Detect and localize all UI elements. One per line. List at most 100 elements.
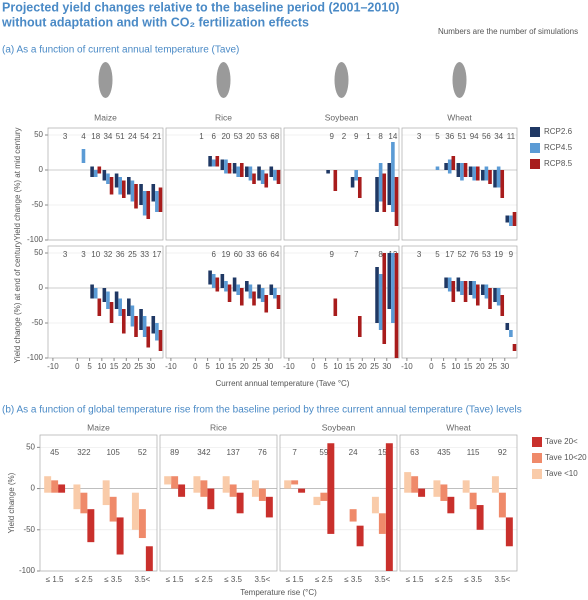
x-tick-label: -10 <box>47 362 59 371</box>
box <box>493 170 497 188</box>
legend-label: Tave 10<20 <box>545 453 587 462</box>
panel-frame <box>165 127 282 241</box>
x-tick-label: 25 <box>370 362 379 371</box>
count-label: 5 <box>435 132 440 141</box>
box <box>456 277 461 292</box>
count-label: 24 <box>128 132 137 141</box>
box <box>236 166 240 177</box>
x-tick-label: 15 <box>110 362 119 371</box>
box <box>460 281 464 295</box>
x-tick-label: ≤ 1.5 <box>166 575 184 584</box>
y-axis-label: Yield change (%) at mid century <box>13 127 22 240</box>
y-tick-label: -100 <box>27 235 44 244</box>
crop-name: Soybean <box>325 112 359 122</box>
panel-frame <box>47 245 164 359</box>
box <box>444 163 448 170</box>
box <box>121 309 126 334</box>
x-tick-label: ≤ 1.5 <box>406 575 424 584</box>
x-tick-label: ≤ 2.5 <box>435 575 453 584</box>
count-label: 3 <box>63 132 68 141</box>
box <box>134 184 138 209</box>
x-tick-label: 3.5< <box>134 575 150 584</box>
x-tick-label: ≤ 2.5 <box>195 575 213 584</box>
x-tick-label: 0 <box>311 362 316 371</box>
box <box>211 159 216 167</box>
box <box>371 496 379 514</box>
count-label: 6 <box>211 132 216 141</box>
y-tick-label: -50 <box>23 525 35 534</box>
legend-swatch <box>532 469 542 479</box>
count-label: 92 <box>498 448 507 457</box>
count-label: 52 <box>138 448 147 457</box>
count-label: 76 <box>470 250 479 259</box>
box <box>320 492 328 501</box>
box <box>102 288 107 302</box>
box <box>488 288 492 309</box>
count-label: 14 <box>388 132 397 141</box>
y-tick-label: -50 <box>31 318 43 327</box>
box <box>220 274 225 288</box>
count-label: 7 <box>354 250 359 259</box>
box <box>375 177 379 212</box>
box <box>356 525 364 547</box>
box <box>151 316 156 334</box>
box <box>118 298 122 316</box>
box <box>248 284 253 299</box>
box <box>73 484 81 510</box>
box <box>252 291 256 306</box>
box <box>81 149 86 163</box>
count-label: 66 <box>258 250 267 259</box>
x-tick-label: 25 <box>134 362 143 371</box>
box <box>158 187 163 212</box>
count-label: 18 <box>91 132 100 141</box>
count-label: 9 <box>509 250 514 259</box>
x-tick-label: 20 <box>240 362 249 371</box>
box <box>481 284 485 295</box>
y-axis-label: Yield change (%) at end of century <box>13 241 22 363</box>
box <box>229 484 237 497</box>
count-label: 342 <box>197 448 211 457</box>
box <box>93 170 98 177</box>
box <box>472 281 476 299</box>
box <box>146 326 151 348</box>
legend-swatch <box>530 143 540 153</box>
box <box>114 173 119 188</box>
box <box>496 166 501 188</box>
box <box>245 281 249 292</box>
box <box>193 476 201 493</box>
x-tick-label: 10 <box>451 362 460 371</box>
box <box>245 166 249 177</box>
box <box>118 177 122 195</box>
y-tick-label: 0 <box>39 283 44 292</box>
box <box>469 492 477 510</box>
count-label: 63 <box>410 448 419 457</box>
box <box>276 295 281 309</box>
box <box>232 163 237 174</box>
x-tick-label: -10 <box>283 362 295 371</box>
box <box>468 281 473 295</box>
x-axis-label: Temperature rise (°C) <box>240 588 317 597</box>
box <box>142 191 147 216</box>
box <box>433 480 441 497</box>
count-label: 19 <box>221 250 230 259</box>
box <box>215 277 220 292</box>
box <box>475 284 480 306</box>
legend-label: Tave 20< <box>545 437 578 446</box>
count-label: 1 <box>366 132 371 141</box>
box <box>375 267 379 323</box>
box <box>273 170 277 181</box>
x-tick-label: 15 <box>346 362 355 371</box>
count-label: 8 <box>378 132 383 141</box>
box <box>130 180 135 202</box>
count-label: 32 <box>103 250 112 259</box>
x-tick-label: 3.5< <box>254 575 270 584</box>
box <box>131 492 139 530</box>
y-tick-label: -100 <box>27 353 44 362</box>
box <box>298 488 306 493</box>
x-tick-label: 15 <box>228 362 237 371</box>
box <box>269 284 274 295</box>
box <box>106 173 110 184</box>
box <box>251 480 259 497</box>
x-tick-label: 5 <box>323 362 328 371</box>
box <box>357 177 362 198</box>
